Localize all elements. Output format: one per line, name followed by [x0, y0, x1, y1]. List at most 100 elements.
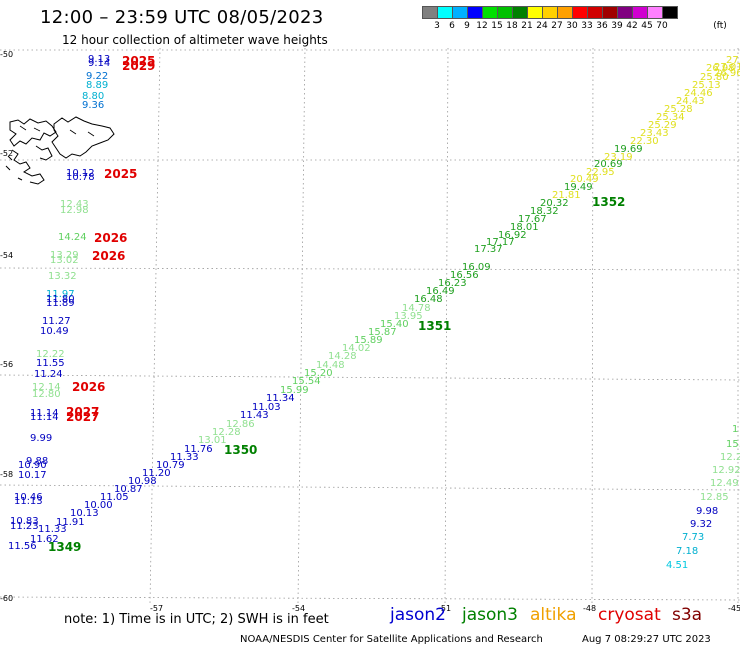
wave-height-value: 12.85: [700, 492, 729, 503]
wave-height-value: 15.99: [280, 385, 309, 396]
lat-lon-grid: [0, 47, 740, 604]
wave-height-value: 11.34: [266, 393, 295, 404]
wave-height-value: 8.80: [82, 91, 104, 102]
pass-number: 2029: [122, 59, 155, 73]
lat-label: -54: [0, 251, 13, 260]
wave-height-value: 15.: [726, 439, 740, 450]
axis-labels: -50 -52 -54 -56 -58 -60 -57 -54 -51 -48 -45: [0, 50, 740, 613]
legend-swatch: [542, 6, 558, 19]
pass-number: 1349: [48, 540, 81, 554]
legend-label: 6: [449, 21, 455, 31]
wave-height-value: 11.14: [30, 412, 59, 423]
legend-label: 30: [566, 21, 578, 31]
wave-height-value: 27.01: [714, 62, 740, 73]
wave-height-value: 9.32: [690, 519, 712, 530]
wave-height-value: 23.19: [604, 152, 633, 163]
wave-height-value: 16.23: [438, 278, 467, 289]
lat-line: [0, 374, 740, 381]
legend-label: 21: [521, 21, 533, 31]
pass-number: 2026: [72, 380, 105, 394]
wave-height-value: 25.80: [700, 72, 729, 83]
wave-height-value: 11.80: [46, 294, 75, 305]
wave-height-value: 18.32: [530, 206, 559, 217]
legend-swatch: [662, 6, 678, 19]
wave-height-value: 9.14: [88, 58, 110, 69]
legend-swatch: [482, 6, 498, 19]
pass-number: 2025: [104, 167, 137, 181]
lat-label: -58: [0, 470, 13, 479]
wave-height-value: 11.33: [170, 452, 199, 463]
satellite-altika: altika: [530, 605, 577, 625]
pass-number: 2025: [122, 54, 155, 68]
wave-height-value: 13.95: [394, 311, 423, 322]
wave-height-value: 19.49: [564, 182, 593, 193]
lat-label: -52: [0, 149, 13, 158]
wave-height-value: 14.48: [316, 360, 345, 371]
legend-swatch: [557, 6, 573, 19]
legend-swatch: [647, 6, 663, 19]
wave-height-value: 11.27: [42, 316, 71, 327]
wave-height-value: 15.87: [368, 327, 397, 338]
satellite-s3a: s3a: [672, 605, 703, 625]
legend-swatch: [422, 6, 438, 19]
wave-height-value: 15.40: [380, 319, 409, 330]
wave-height-value: 20.49: [570, 174, 599, 185]
wave-height-value: 10.46: [14, 492, 43, 503]
wave-height-value: 17.67: [518, 214, 547, 225]
wave-height-value: 10.83: [10, 516, 39, 527]
wave-height-value: 9.98: [696, 506, 718, 517]
lon-label: -45: [728, 604, 740, 613]
satellite-jason2: jason2: [390, 605, 446, 625]
legend-swatch: [587, 6, 603, 19]
legend-swatch: [572, 6, 588, 19]
legend-label: 12: [476, 21, 488, 31]
wave-height-value: 14.78: [402, 303, 431, 314]
legend-label: 3: [434, 21, 440, 31]
lat-line: [0, 596, 740, 601]
wave-height-value: 13.32: [48, 271, 77, 282]
wave-height-value: 16.49: [426, 286, 455, 297]
wave-height-value: 1: [732, 424, 738, 435]
wave-height-value: 24.46: [684, 88, 713, 99]
pass-number: 2026: [92, 249, 125, 263]
wave-height-value: 11.03: [252, 402, 281, 413]
wave-height-value: 11.14: [30, 408, 59, 419]
map-subtitle: 12 hour collection of altimeter wave hei…: [62, 33, 328, 47]
map-title: 12:00 – 23:59 UTC 08/05/2023: [40, 7, 324, 28]
legend-swatch: [512, 6, 528, 19]
wave-height-value: 11.91: [56, 517, 85, 528]
wave-height-value: 14.24: [58, 232, 87, 243]
pass-number: 1350: [224, 443, 257, 457]
legend-labels: (ft) 3 6 9 12 15 18 21 24 27 30 33 36 39 42 45 70: [422, 21, 740, 33]
wave-height-value: 15.54: [292, 376, 321, 387]
wave-height-value: 11.33: [38, 524, 67, 535]
wave-height-value: 16.56: [450, 270, 479, 281]
wave-height-value: 10.17: [18, 470, 47, 481]
wave-height-value: 11.76: [184, 444, 213, 455]
legend-label: 24: [536, 21, 548, 31]
lon-label: -54: [292, 604, 305, 613]
wave-height-value: 13.29: [50, 250, 79, 261]
wave-height-value: 12.43: [60, 199, 89, 210]
legend-label: 15: [491, 21, 503, 31]
wave-height-value: 11.43: [240, 410, 269, 421]
wave-height-value: 25.28: [664, 104, 693, 115]
wave-height-value: 10.79: [156, 460, 185, 471]
wave-height-value: 26.96: [714, 68, 740, 79]
legend-label: 45: [641, 21, 653, 31]
wave-height-value: 11.24: [34, 369, 63, 380]
satellite-jason3: jason3: [462, 605, 518, 625]
wave-height-value: 26.98: [706, 63, 735, 74]
falkland-coastline: [5, 116, 115, 185]
wave-height-value: 11.05: [100, 492, 129, 503]
footer-credit: NOAA/NESDIS Center for Satellite Applica…: [240, 634, 543, 645]
lat-label: -50: [0, 50, 13, 59]
wave-height-value: 13.02: [50, 255, 79, 266]
legend-swatch: [617, 6, 633, 19]
wave-height-value: 10.00: [84, 500, 113, 511]
wave-height-value: 11.89: [46, 298, 75, 309]
wave-height-value: 12.49: [710, 478, 739, 489]
pass-number: 2027: [66, 405, 99, 419]
wave-height-value: 12.86: [226, 419, 255, 430]
legend-unit: (ft): [713, 21, 727, 31]
